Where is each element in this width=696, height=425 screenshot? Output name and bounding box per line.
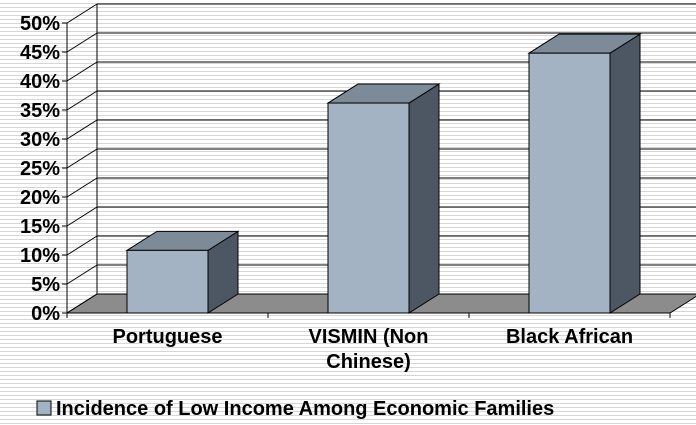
bar-front: [126, 249, 209, 314]
bars: [66, 33, 671, 318]
gridline-side: [66, 32, 98, 53]
bar-front: [528, 52, 611, 314]
gridline-side: [66, 3, 98, 24]
y-tick-label: 35%: [20, 100, 60, 122]
legend: Incidence of Low Income Among Economic F…: [36, 398, 554, 420]
gridline-side: [66, 61, 98, 82]
bar-front: [327, 102, 410, 314]
gridline-side: [66, 206, 98, 227]
y-tick-label: 0%: [31, 303, 60, 325]
bar: [125, 230, 240, 314]
y-tick-label: 25%: [20, 158, 60, 180]
y-tick-label: 45%: [20, 42, 60, 64]
gridline-side: [66, 293, 98, 314]
y-axis-ticks: 0% 5% 10% 15% 20% 25% 30% 35% 40% 45% 50%: [20, 13, 67, 325]
gridline-side: [66, 177, 98, 198]
gridline-side: [66, 119, 98, 140]
gridline-side: [66, 264, 98, 285]
gridline-side: [66, 235, 98, 256]
y-tick-label: 20%: [20, 187, 60, 209]
y-tick-label: 40%: [20, 71, 60, 93]
bar-side: [408, 83, 440, 314]
y-tick-label: 50%: [20, 13, 60, 35]
legend-label: Incidence of Low Income Among Economic F…: [56, 398, 554, 420]
x-axis-labels: Portuguese VISMIN (Non Chinese) Black Afric…: [112, 326, 633, 373]
gridline-side: [66, 90, 98, 111]
bar-side: [609, 33, 641, 314]
y-tick-label: 30%: [20, 129, 60, 151]
bar: [527, 33, 642, 314]
x-tick-label: VISMIN (Non Chinese): [309, 326, 429, 373]
y-tick-label: 5%: [31, 274, 60, 296]
x-tick-label: Black African: [506, 326, 633, 348]
y-tick-label: 15%: [20, 216, 60, 238]
x-tick-label: Portuguese: [112, 326, 222, 348]
y-tick-label: 10%: [20, 245, 60, 267]
bar: [326, 83, 441, 314]
gridline-side: [66, 148, 98, 169]
legend-swatch: [36, 400, 52, 416]
